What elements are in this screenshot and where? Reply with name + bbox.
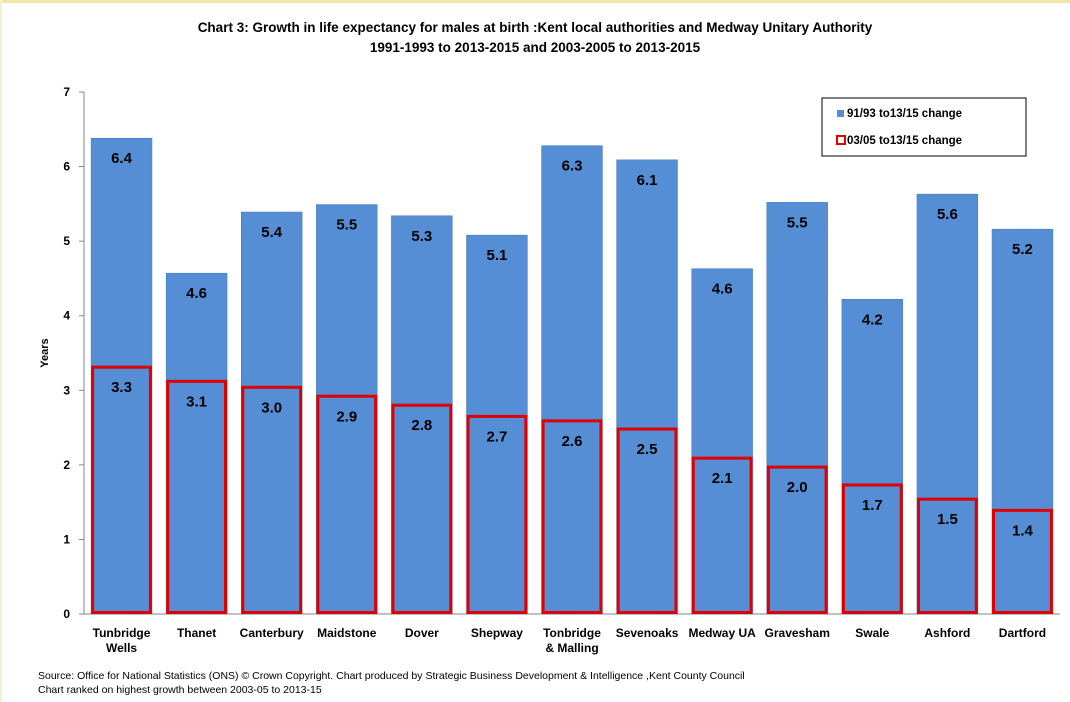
bar-series1 [90, 137, 153, 615]
x-tick-label: Ashford [924, 626, 970, 640]
ranking-note: Chart ranked on highest growth between 2… [38, 684, 322, 696]
x-tick-label: Wells [106, 641, 137, 655]
data-label-series1: 4.2 [862, 311, 883, 328]
data-label-series1: 6.3 [562, 158, 583, 175]
x-tick-label: Shepway [471, 626, 523, 640]
x-tick-label: Swale [855, 626, 889, 640]
data-label-series2: 1.5 [937, 511, 958, 528]
y-tick-label: 6 [63, 160, 70, 174]
bar-series2 [691, 456, 753, 614]
y-tick-label: 4 [63, 309, 70, 323]
data-label-series2: 2.7 [486, 428, 507, 445]
left-border [0, 0, 2, 702]
top-border [0, 0, 1070, 3]
bar-series2 [166, 379, 228, 614]
bar-series2 [841, 483, 903, 614]
x-tick-label: Canterbury [240, 626, 304, 640]
data-label-series2: 2.6 [562, 433, 583, 450]
x-tick-label: Sevenoaks [616, 626, 679, 640]
data-label-series1: 5.6 [937, 206, 958, 223]
x-tick-label: Tunbridge [93, 626, 151, 640]
x-tick-label: Dartford [999, 626, 1046, 640]
bar-series2 [616, 427, 678, 615]
data-label-series1: 5.2 [1012, 241, 1033, 258]
y-tick-label: 5 [63, 234, 70, 248]
data-label-series2: 3.0 [261, 399, 282, 416]
bar-series2 [241, 385, 303, 614]
data-label-series2: 2.0 [787, 479, 808, 496]
x-tick-label: Medway UA [688, 626, 756, 640]
bar-series1 [466, 234, 528, 615]
data-label-series2: 2.8 [411, 417, 432, 434]
bar-series1 [240, 211, 303, 615]
chart-title: Chart 3: Growth in life expectancy for m… [197, 20, 873, 35]
y-tick-label: 0 [63, 607, 70, 621]
x-tick-label: Thanet [177, 626, 216, 640]
y-axis-title: Years [39, 338, 51, 367]
x-tick-label: Gravesham [765, 626, 830, 640]
data-label-series2: 2.9 [336, 408, 357, 425]
data-label-series1: 4.6 [186, 285, 207, 302]
bar-series2 [466, 414, 528, 614]
bar-series2 [91, 365, 152, 614]
data-label-series1: 5.5 [336, 217, 357, 234]
data-label-series1: 6.1 [637, 172, 658, 189]
legend-box [821, 97, 1027, 157]
data-label-series1: 5.1 [486, 247, 507, 264]
bar-series1 [841, 299, 904, 615]
data-label-series1: 5.3 [411, 228, 432, 245]
x-tick-label: Dover [405, 626, 439, 640]
bar-series1 [916, 193, 979, 615]
data-label-series2: 2.5 [637, 441, 658, 458]
y-tick-label: 2 [63, 458, 70, 472]
bar-series1 [991, 228, 1054, 615]
bar-series2 [992, 508, 1053, 614]
x-tick-label: Tonbridge [543, 626, 601, 640]
data-label-series2: 3.1 [186, 393, 207, 410]
bar-series1 [541, 145, 603, 615]
bar-series1 [316, 204, 378, 615]
legend-swatch-series1 [837, 110, 844, 117]
bar-series1 [165, 272, 228, 615]
chart-subtitle: 1991-1993 to 2013-2015 and 2003-2005 to … [369, 40, 701, 55]
bar-series2 [766, 465, 828, 615]
bar-series1 [766, 202, 828, 615]
legend-label-series2: 03/05 to13/15 change [847, 135, 962, 147]
x-tick-label: Maidstone [317, 626, 377, 640]
legend-swatch-series2 [836, 135, 846, 145]
y-tick-label: 1 [63, 532, 70, 546]
data-label-series1: 5.4 [261, 224, 283, 241]
data-label-series2: 1.7 [862, 497, 883, 514]
legend-label-series1: 91/93 to13/15 change [847, 108, 962, 120]
x-tick-label: & Malling [545, 641, 598, 655]
bar-series1 [616, 159, 678, 615]
y-tick-label: 3 [63, 383, 70, 397]
bar-series1 [691, 268, 753, 615]
y-tick-label: 7 [63, 85, 70, 99]
bar-series2 [541, 419, 603, 614]
bar-series2 [391, 403, 453, 615]
data-label-series2: 2.1 [712, 470, 733, 487]
data-label-series1: 6.4 [111, 150, 133, 167]
bar-series2 [916, 497, 978, 614]
bar-series2 [316, 394, 378, 614]
data-label-series2: 3.3 [111, 379, 132, 396]
source-note: Source: Office for National Statistics (… [38, 670, 745, 682]
data-label-series2: 1.4 [1012, 522, 1034, 539]
data-label-series1: 4.6 [712, 281, 733, 298]
bar-series1 [391, 215, 453, 615]
data-label-series1: 5.5 [787, 214, 808, 231]
